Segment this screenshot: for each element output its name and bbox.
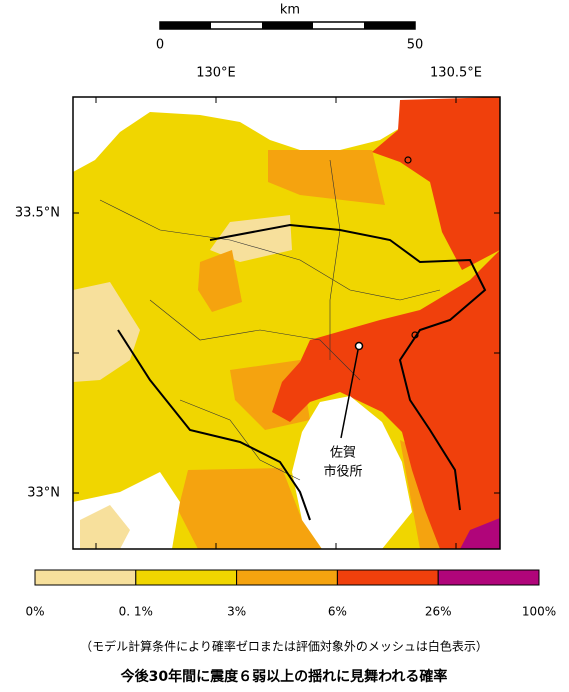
map-frame (72, 96, 501, 550)
legend-swatch (34, 569, 137, 586)
city-marker (411, 331, 419, 339)
legend-swatch (336, 569, 439, 586)
scale-unit: km (280, 3, 300, 18)
scale-bar (159, 21, 416, 30)
legend-swatch (236, 569, 338, 586)
legend-label: 0. 1% (119, 605, 153, 619)
legend-label: 26% (425, 605, 452, 619)
latitude-label: 33.5°N (15, 206, 60, 221)
hazard-map (73, 97, 500, 549)
note: （モデル計算条件により確率ゼロまたは評価対象外のメッシュは白色表示） (80, 639, 488, 654)
place-label: 佐賀 (330, 446, 356, 461)
longitude-label: 130°E (196, 66, 236, 81)
graticule-ticks (73, 97, 500, 549)
leader-line (340, 349, 359, 439)
legend-label: 0% (25, 605, 44, 619)
title: 今後30年間に震度６弱以上の揺れに見舞われる確率 (120, 668, 448, 685)
legend: 0% 0. 1% 3% 6% 26% 100% (25, 569, 556, 619)
latitude-label: 33°N (27, 486, 60, 501)
city-marker (354, 341, 364, 351)
scale-end: 50 (407, 38, 424, 53)
legend-label: 100% (522, 605, 556, 619)
legend-label: 6% (328, 605, 347, 619)
legend-swatch (135, 569, 238, 586)
city-marker (404, 156, 412, 164)
longitude-label: 130.5°E (430, 66, 482, 81)
legend-swatch (437, 569, 540, 586)
place-label: 市役所 (323, 464, 362, 480)
legend-label: 3% (227, 605, 246, 619)
scale-start: 0 (156, 38, 164, 53)
